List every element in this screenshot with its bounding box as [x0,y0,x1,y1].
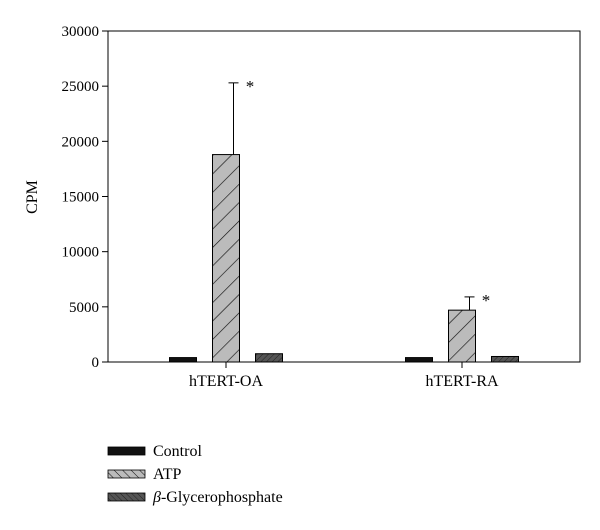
legend-label: β-Glycerophosphate [152,489,283,506]
x-tick-label: hTERT-OA [189,373,263,390]
bars: ** [169,77,519,363]
legend-label-text: -Glycerophosphate [161,489,283,506]
bar-control-htert-oa [169,357,197,363]
legend-label: ATP [153,466,182,483]
y-tick-label: 0 [92,355,100,371]
y-tick-label: 5000 [69,300,99,316]
bar-atp-htert-ra [448,309,476,363]
bar-atp-htert-oa [212,154,240,363]
legend-label: Control [153,443,202,460]
legend-swatch [107,469,146,479]
y-tick-label: 30000 [62,24,100,40]
y-axis: 0 5000 10000 15000 20000 25000 30000 [62,24,108,371]
y-tick-label: 15000 [62,190,100,206]
bar-glycerophosphate-htert-oa [255,353,283,363]
y-tick-label: 20000 [62,134,100,150]
legend-label-prefix: β [152,489,161,506]
y-tick-label: 25000 [62,79,100,95]
plot-frame [107,30,581,363]
legend-swatch [107,446,146,456]
legend-label-text: Control [153,443,202,460]
y-axis-label: CPM [24,180,41,214]
plot-area [107,30,581,363]
significance-marker: * [246,77,255,96]
bar-glycerophosphate-htert-ra [491,355,519,363]
legend-swatch [107,492,146,502]
legend-label-text: ATP [153,466,182,483]
significance-marker: * [482,291,491,310]
y-tick-label: 10000 [62,245,100,261]
x-axis: hTERT-OA hTERT-RA [189,362,499,390]
legend: Control ATP β-Glycerophosphate [107,443,283,506]
bar-control-htert-ra [405,357,433,363]
x-tick-label: hTERT-RA [425,373,499,390]
